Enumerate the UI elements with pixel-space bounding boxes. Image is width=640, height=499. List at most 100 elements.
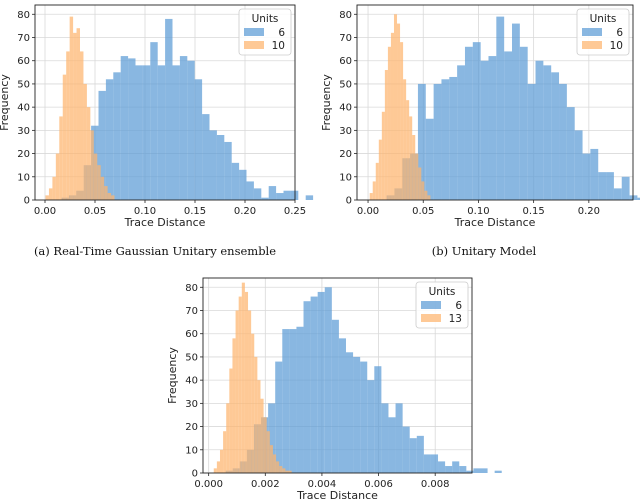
- histogram-bar-series-6: [305, 195, 314, 200]
- x-tick-label: 0.006: [364, 479, 393, 490]
- y-tick-label: 50: [185, 352, 198, 363]
- histogram-bar-series-13: [241, 282, 245, 473]
- histogram-bar-series-6: [282, 329, 290, 473]
- histogram-bar-series-6: [466, 470, 474, 473]
- histogram-bar-series-13: [223, 431, 227, 473]
- histogram-bar-series-10: [100, 176, 105, 200]
- histogram-bar-series-6: [582, 153, 591, 200]
- legend-title: Units: [590, 13, 617, 25]
- histogram-bar-series-10: [381, 111, 385, 200]
- histogram-bar-series-10: [69, 16, 74, 200]
- histogram-bar-series-6: [504, 51, 513, 200]
- y-tick-label: 10: [339, 172, 352, 183]
- histogram-bar-series-6: [338, 338, 346, 473]
- histogram-bar-series-10: [415, 153, 419, 200]
- histogram-bar-series-6: [331, 319, 339, 473]
- histogram-bar-series-10: [424, 190, 428, 200]
- y-tick-label: 70: [185, 306, 198, 317]
- x-tick-label: 0.10: [467, 206, 489, 217]
- axes-frame: [356, 4, 634, 201]
- histogram-bar-series-6: [606, 172, 614, 200]
- legend-label-6: 6: [616, 27, 623, 39]
- legend: Units 610: [576, 8, 630, 56]
- histogram-bar-series-6: [496, 16, 505, 200]
- legend: Units 613: [415, 281, 469, 329]
- histogram-bar-series-10: [403, 79, 407, 200]
- histogram-bar-series-6: [409, 438, 417, 473]
- histogram-bar-series-6: [231, 162, 240, 200]
- y-tick-label: 50: [17, 79, 30, 90]
- legend-swatch-6: [244, 28, 264, 36]
- histogram-bar-series-6: [590, 148, 599, 200]
- legend: Units 610: [238, 8, 292, 56]
- x-tick-label: 0.00: [34, 206, 56, 217]
- x-tick-label: 0.20: [234, 206, 256, 217]
- histogram-bar-series-6: [187, 60, 195, 200]
- histogram-bar-series-13: [248, 310, 252, 473]
- y-axis-label: Frequency: [166, 347, 179, 404]
- histogram-bar-series-6: [120, 56, 129, 201]
- histogram-bar-series-10: [393, 14, 398, 200]
- caption-panel-a: (a) Real-Time Gaussian Unitary ensemble: [34, 244, 276, 258]
- legend-label-10: 10: [610, 40, 623, 52]
- histogram-bar-series-13: [288, 470, 292, 473]
- histogram-bar-series-6: [113, 72, 121, 200]
- histogram-bar-series-10: [55, 153, 60, 200]
- histogram-bar-series-6: [98, 90, 106, 200]
- histogram-bar-series-10: [412, 135, 416, 200]
- histogram-bar-series-13: [260, 398, 264, 473]
- x-tick-label: 0.008: [421, 479, 450, 490]
- histogram-bar-series-13: [244, 291, 249, 473]
- histogram-bar-series-10: [409, 116, 413, 200]
- histogram-bar-series-6: [472, 42, 481, 201]
- y-tick-label: 30: [339, 126, 352, 137]
- y-tick-label: 0: [192, 469, 198, 480]
- histogram-bar-series-13: [269, 445, 273, 473]
- histogram-bar-series-13: [235, 310, 239, 473]
- histogram-bar-series-13: [251, 333, 255, 473]
- y-axis-label: Frequency: [0, 74, 11, 131]
- histogram-bar-series-6: [157, 65, 166, 200]
- histogram-bar-series-6: [417, 83, 426, 200]
- y-tick-label: 40: [17, 103, 30, 114]
- x-tick-label: 0.05: [84, 206, 106, 217]
- histogram-bar-series-6: [613, 188, 622, 200]
- histogram-bar-series-6: [381, 403, 389, 473]
- histogram-bar-series-6: [433, 83, 442, 200]
- histogram-bar-series-6: [142, 65, 151, 200]
- histogram-bar-series-10: [73, 32, 77, 200]
- histogram-bar-series-10: [48, 188, 53, 200]
- histogram-bar-series-6: [268, 403, 276, 473]
- x-axis-label: Trace Distance: [454, 216, 536, 229]
- legend-label-13: 13: [449, 313, 462, 325]
- histogram-bar-series-6: [566, 107, 575, 200]
- y-tick-label: 50: [339, 79, 352, 90]
- x-tick-label: 0.00: [357, 206, 379, 217]
- histogram-bar-series-13: [279, 466, 283, 473]
- histogram-bar-series-6: [296, 326, 304, 473]
- y-tick-label: 60: [185, 329, 198, 340]
- histogram-bar-series-6: [527, 83, 536, 200]
- histogram-bar-series-6: [194, 79, 203, 200]
- histogram-panel-c: 0 10 20 30 40 50 60 70 80 0.000 0.002 0.004 0.006 0.0…: [166, 277, 502, 499]
- histogram-bar-series-6: [128, 58, 136, 201]
- x-tick-label: 0.20: [578, 206, 600, 217]
- histogram-bar-series-13: [219, 449, 224, 473]
- y-tick-label: 30: [185, 399, 198, 410]
- histogram-bar-series-6: [423, 454, 431, 473]
- legend-title: Units: [429, 286, 456, 298]
- x-tick-label: 0.05: [412, 206, 434, 217]
- histogram-bar-series-10: [375, 162, 379, 200]
- histogram-bar-series-13: [216, 461, 220, 473]
- histogram-bar-series-6: [172, 65, 180, 200]
- y-tick-label: 40: [339, 103, 352, 114]
- legend-swatch-13: [421, 314, 441, 322]
- x-axis-label: Trace Distance: [296, 489, 378, 499]
- y-tick-label: 80: [339, 10, 352, 21]
- y-tick-label: 60: [17, 56, 30, 67]
- histogram-bar-series-6: [209, 130, 217, 200]
- histogram-bar-series-6: [480, 60, 489, 200]
- histogram-bar-series-10: [80, 51, 84, 200]
- histogram-panel-a: 0 10 20 30 40 50 60 70 80 0.00 0.05 0.10 0.15 0.20 0.2…: [0, 4, 314, 229]
- legend-swatch-6: [582, 28, 602, 36]
